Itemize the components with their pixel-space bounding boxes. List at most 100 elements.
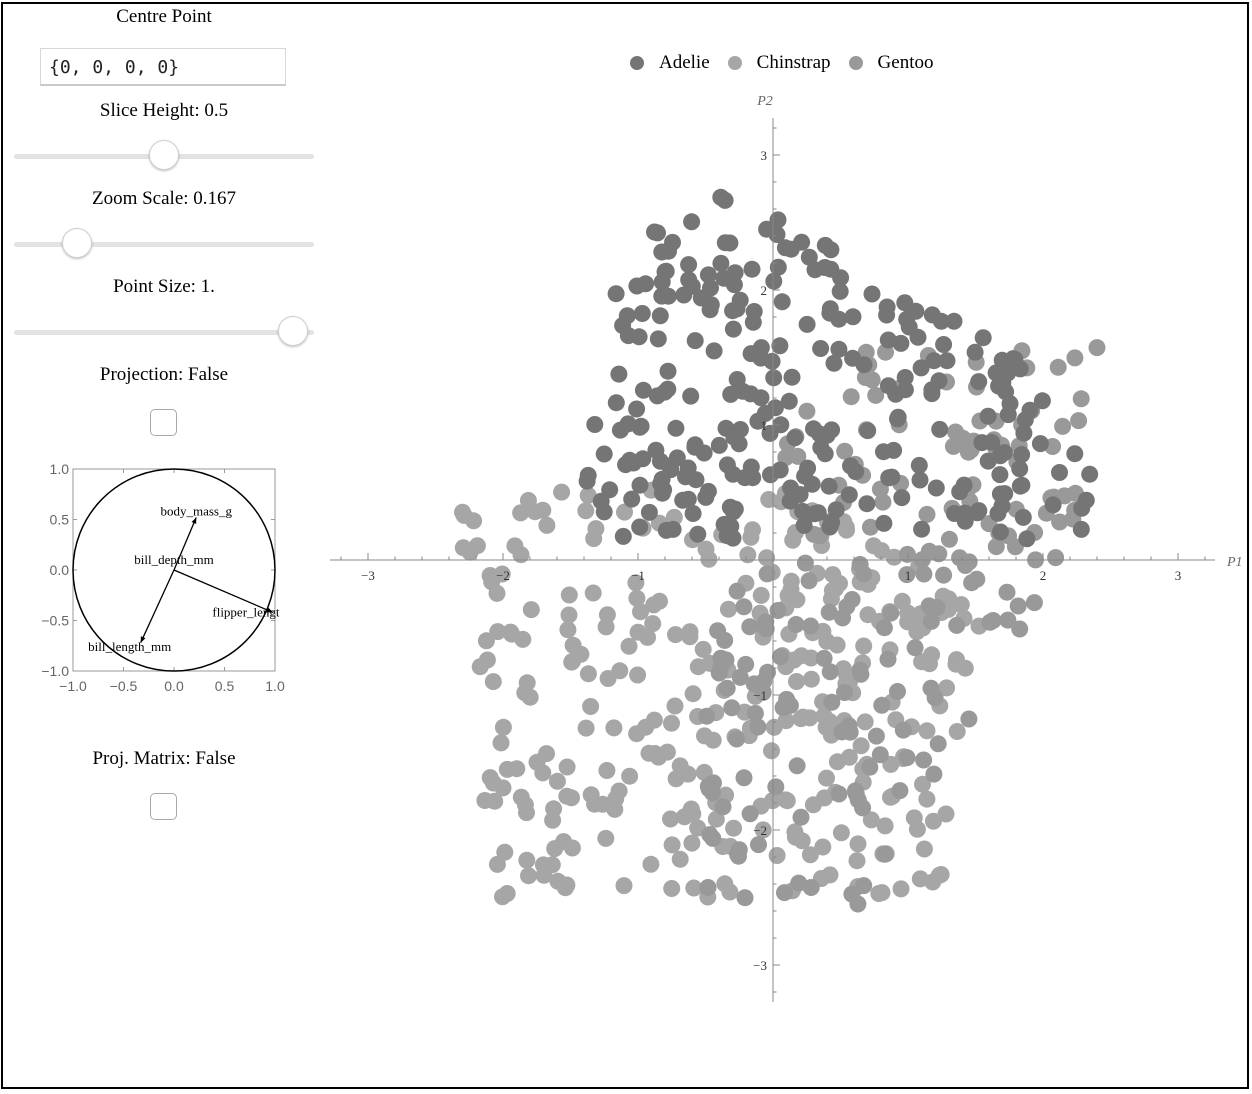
legend-item-chinstrap[interactable]: Chinstrap — [727, 52, 831, 74]
slider-thumb[interactable] — [62, 228, 92, 258]
scatter-point-chinstrap — [948, 651, 965, 669]
y-tick-label: 0.0 — [50, 562, 70, 578]
scatter-point-chinstrap — [752, 586, 770, 604]
scatter-point-chinstrap — [802, 649, 820, 667]
legend-item-gentoo[interactable]: Gentoo — [848, 52, 933, 74]
scatter-point-adelie — [579, 466, 597, 484]
scatter-point-chinstrap — [476, 792, 494, 809]
scatter-point-adelie — [840, 486, 858, 504]
scatter-point-chinstrap — [494, 718, 512, 736]
point-size-slider[interactable] — [14, 314, 314, 350]
scatter-point-gentoo — [889, 683, 906, 700]
scatter-point-adelie — [987, 364, 1005, 382]
scatter-point-chinstrap — [577, 502, 595, 520]
scatter-point-adelie — [974, 329, 992, 347]
scatter-point-gentoo — [861, 758, 879, 776]
scatter-point-gentoo — [723, 699, 741, 717]
scatter-point-adelie — [832, 269, 850, 287]
scatter-point-chinstrap — [758, 549, 776, 567]
scatter-point-adelie — [927, 479, 945, 497]
scatter-point-gentoo — [867, 386, 885, 404]
scatter-point-chinstrap — [865, 537, 883, 555]
projection-checkbox[interactable] — [150, 409, 177, 436]
scatter-point-chinstrap — [610, 782, 628, 800]
x-tick-label: 3 — [1175, 568, 1182, 583]
scatter-point-gentoo — [745, 675, 763, 693]
scatter-point-gentoo — [951, 549, 969, 567]
scatter-point-adelie — [923, 385, 941, 403]
scatter-point-adelie — [769, 211, 787, 229]
scatter-point-adelie — [722, 385, 740, 403]
centre-point-label: Centre Point — [116, 6, 212, 27]
scatter-point-adelie — [765, 369, 783, 387]
slider-thumb[interactable] — [278, 316, 308, 346]
scatter-point-adelie — [783, 368, 801, 386]
scatter-point-chinstrap — [645, 596, 663, 614]
scatter-point-chinstrap — [704, 731, 722, 749]
scatter-point-adelie — [844, 308, 862, 326]
scatter-point-chinstrap — [671, 757, 689, 775]
scatter-point-chinstrap — [818, 769, 835, 787]
centre-point-input[interactable]: {0, 0, 0, 0} — [40, 48, 286, 86]
scatter-point-gentoo — [874, 493, 892, 511]
y-tick-label: 3 — [761, 148, 768, 163]
scatter-point-chinstrap — [683, 834, 701, 852]
scatter-point-adelie — [973, 434, 991, 452]
scatter-point-chinstrap — [663, 714, 680, 732]
scatter-point-gentoo — [728, 730, 746, 748]
scatter-point-adelie — [682, 387, 700, 405]
legend-item-adelie[interactable]: Adelie — [630, 52, 710, 74]
scatter-point-chinstrap — [546, 840, 564, 858]
scatter-point-adelie — [786, 429, 804, 447]
scatter-point-chinstrap — [834, 660, 852, 678]
proj-matrix-checkbox[interactable] — [150, 793, 177, 820]
scatter-point-gentoo — [915, 751, 933, 769]
scatter-point-adelie — [979, 407, 997, 425]
scatter-point-gentoo — [843, 591, 861, 608]
zoom-scale-slider[interactable] — [14, 226, 314, 262]
scatter-point-adelie — [610, 365, 628, 383]
scatter-point-gentoo — [731, 668, 749, 686]
scatter-point-adelie — [773, 293, 791, 311]
scatter-point-chinstrap — [914, 775, 931, 793]
scatter-point-adelie — [859, 422, 877, 440]
loading-vector — [140, 569, 175, 643]
scatter-point-chinstrap — [658, 743, 676, 761]
scatter-point-chinstrap — [855, 637, 873, 655]
scatter-point-chinstrap — [742, 528, 760, 546]
scatter-point-chinstrap — [778, 792, 796, 810]
scatter-point-adelie — [712, 254, 730, 272]
vector-label: flipper_lengt — [212, 604, 280, 619]
scatter-point-chinstrap — [502, 623, 520, 641]
scatter-point-chinstrap — [484, 673, 502, 691]
scatter-point-chinstrap — [788, 673, 805, 690]
scatter-point-gentoo — [774, 699, 792, 717]
scatter-point-gentoo — [1049, 358, 1067, 376]
scatter-point-gentoo — [798, 402, 816, 420]
scatter-point-gentoo — [960, 710, 978, 728]
scatter-point-chinstrap — [849, 835, 867, 853]
scatter-point-adelie — [611, 421, 629, 439]
projection-label: Projection: False — [99, 364, 229, 385]
scatter-point-chinstrap — [768, 847, 786, 864]
scatter-point-adelie — [631, 476, 649, 494]
scatter-plot[interactable]: −3 −2 −1 1 2 3 3 2 1 −1 −2 −3 P1 P2 — [330, 90, 1250, 1010]
x-tick-label: 0.0 — [164, 678, 184, 694]
scatter-point-gentoo — [879, 650, 897, 668]
scatter-point-adelie — [619, 327, 637, 345]
scatter-point-chinstrap — [785, 651, 803, 669]
scatter-point-gentoo — [730, 847, 747, 865]
loading-circle-plot: −1.0 −0.5 0.0 0.5 1.0 1.0 0.5 0.0 −0.5 −1.0 body_m… — [41, 461, 285, 694]
vector-label: body_mass_g — [160, 503, 232, 518]
scatter-point-adelie — [800, 248, 818, 266]
scatter-point-chinstrap — [559, 621, 577, 639]
slider-thumb[interactable] — [149, 140, 179, 170]
arrowhead-icon — [191, 517, 197, 524]
scatter-point-gentoo — [758, 565, 776, 583]
slice-height-slider[interactable] — [14, 138, 314, 174]
scatter-point-chinstrap — [628, 589, 646, 607]
scatter-point-chinstrap — [522, 601, 540, 619]
scatter-point-chinstrap — [621, 767, 639, 785]
y-tick-label: −2 — [753, 823, 767, 838]
scatter-point-chinstrap — [765, 718, 783, 736]
